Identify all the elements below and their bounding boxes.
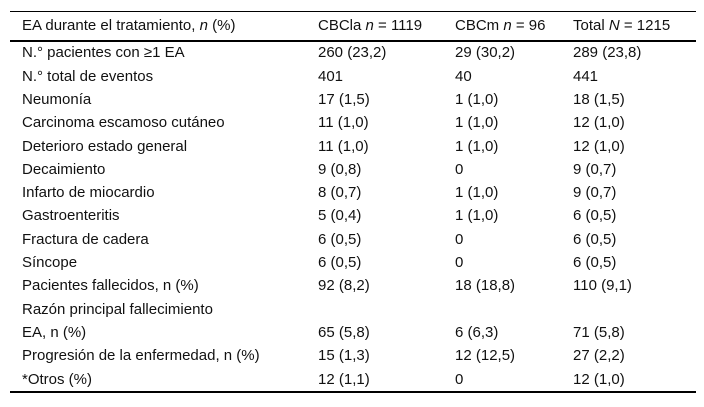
- cell-cbcm: 0: [455, 255, 464, 272]
- cell-cbcm: 1 (1,0): [455, 208, 499, 225]
- row-label: Neumonía: [22, 91, 92, 108]
- row-label: Progresión de la enfermedad, n (%): [22, 348, 260, 365]
- cell-cbcm: 6 (6,3): [455, 324, 499, 341]
- cell-total: 289 (23,8): [573, 45, 642, 62]
- header-col-cbcla: CBCla n = 1119: [318, 17, 423, 34]
- cell-total: 6 (0,5): [573, 231, 617, 248]
- cell-cbcm: 1 (1,0): [455, 138, 499, 155]
- cell-total: 12 (1,0): [573, 371, 625, 388]
- cell-cbcm: 0: [455, 231, 464, 248]
- table-row: Fractura de cadera 6 (0,5) 0 6 (0,5): [10, 228, 696, 251]
- cell-total: 9 (0,7): [573, 185, 617, 202]
- table-row: Síncope 6 (0,5) 0 6 (0,5): [10, 252, 696, 275]
- cell-cbcm: 40: [455, 68, 472, 85]
- cell-cbcla: 401: [318, 68, 344, 85]
- header-col-total: Total N = 1215: [573, 17, 671, 34]
- cell-cbcm: 12 (12,5): [455, 348, 516, 365]
- cell-cbcm: 29 (30,2): [455, 45, 516, 62]
- table-row: Pacientes fallecidos, n (%) 92 (8,2) 18 …: [10, 275, 696, 298]
- cell-cbcm: 1 (1,0): [455, 115, 499, 132]
- cell-total: 18 (1,5): [573, 91, 625, 108]
- table-row: N.° total de eventos 401 40 441: [10, 65, 696, 88]
- table-row: Gastroenteritis 5 (0,4) 1 (1,0) 6 (0,5): [10, 205, 696, 228]
- cell-cbcla: 260 (23,2): [318, 45, 387, 62]
- cell-total: 6 (0,5): [573, 255, 617, 272]
- cell-cbcm: 0: [455, 161, 464, 178]
- row-label: Fractura de cadera: [22, 231, 149, 248]
- row-label: N.° pacientes con ≥1 EA: [22, 45, 185, 62]
- row-label: Síncope: [22, 255, 78, 272]
- table-row: Decaimiento 9 (0,8) 0 9 (0,7): [10, 158, 696, 181]
- cell-cbcla: 12 (1,1): [318, 371, 370, 388]
- cell-total: 27 (2,2): [573, 348, 625, 365]
- cell-cbcm: 0: [455, 371, 464, 388]
- table-row: N.° pacientes con ≥1 EA 260 (23,2) 29 (3…: [10, 42, 696, 65]
- table-row: Progresión de la enfermedad, n (%) 15 (1…: [10, 345, 696, 368]
- row-label: Carcinoma escamoso cutáneo: [22, 115, 225, 132]
- row-label: Infarto de miocardio: [22, 185, 155, 202]
- adverse-events-table: EA durante el tratamiento, n (%) CBCla n…: [10, 11, 696, 394]
- row-label: Pacientes fallecidos, n (%): [22, 278, 199, 295]
- row-label: EA, n (%): [22, 324, 87, 341]
- table-body: N.° pacientes con ≥1 EA 260 (23,2) 29 (3…: [10, 42, 696, 391]
- row-label: Deterioro estado general: [22, 138, 188, 155]
- row-label: N.° total de eventos: [22, 68, 154, 85]
- table-row: Neumonía 17 (1,5) 1 (1,0) 18 (1,5): [10, 89, 696, 112]
- cell-cbcla: 5 (0,4): [318, 208, 362, 225]
- cell-cbcla: 6 (0,5): [318, 255, 362, 272]
- cell-cbcla: 11 (1,0): [318, 138, 369, 155]
- cell-total: 12 (1,0): [573, 138, 625, 155]
- cell-total: 9 (0,7): [573, 161, 617, 178]
- row-label: Gastroenteritis: [22, 208, 120, 225]
- row-label: *Otros (%): [22, 371, 93, 388]
- header-col-cbcm: CBCm n = 96: [455, 17, 546, 34]
- table-row: Carcinoma escamoso cutáneo 11 (1,0) 1 (1…: [10, 112, 696, 135]
- cell-cbcla: 8 (0,7): [318, 185, 362, 202]
- row-label: Razón principal fallecimiento: [22, 301, 213, 318]
- cell-total: 441: [573, 68, 599, 85]
- cell-cbcla: 17 (1,5): [318, 91, 370, 108]
- cell-total: 12 (1,0): [573, 115, 625, 132]
- cell-cbcm: 18 (18,8): [455, 278, 516, 295]
- cell-total: 6 (0,5): [573, 208, 617, 225]
- table-row: EA, n (%) 65 (5,8) 6 (6,3) 71 (5,8): [10, 322, 696, 345]
- row-label: Decaimiento: [22, 161, 106, 178]
- table-row: Infarto de miocardio 8 (0,7) 1 (1,0) 9 (…: [10, 182, 696, 205]
- cell-cbcla: 15 (1,3): [318, 348, 370, 365]
- cell-cbcla: 6 (0,5): [318, 231, 362, 248]
- cell-cbcla: 11 (1,0): [318, 115, 369, 132]
- header-row-label: EA durante el tratamiento, n (%): [22, 17, 236, 34]
- table-row: Razón principal fallecimiento: [10, 298, 696, 321]
- cell-cbcla: 9 (0,8): [318, 161, 362, 178]
- table-row: Deterioro estado general 11 (1,0) 1 (1,0…: [10, 135, 696, 158]
- cell-cbcla: 92 (8,2): [318, 278, 370, 295]
- table-header-row: EA durante el tratamiento, n (%) CBCla n…: [10, 12, 696, 42]
- table-row: *Otros (%) 12 (1,1) 0 12 (1,0): [10, 368, 696, 391]
- cell-cbcla: 65 (5,8): [318, 324, 370, 341]
- cell-total: 110 (9,1): [573, 278, 632, 295]
- cell-cbcm: 1 (1,0): [455, 185, 499, 202]
- cell-cbcm: 1 (1,0): [455, 91, 499, 108]
- cell-total: 71 (5,8): [573, 324, 625, 341]
